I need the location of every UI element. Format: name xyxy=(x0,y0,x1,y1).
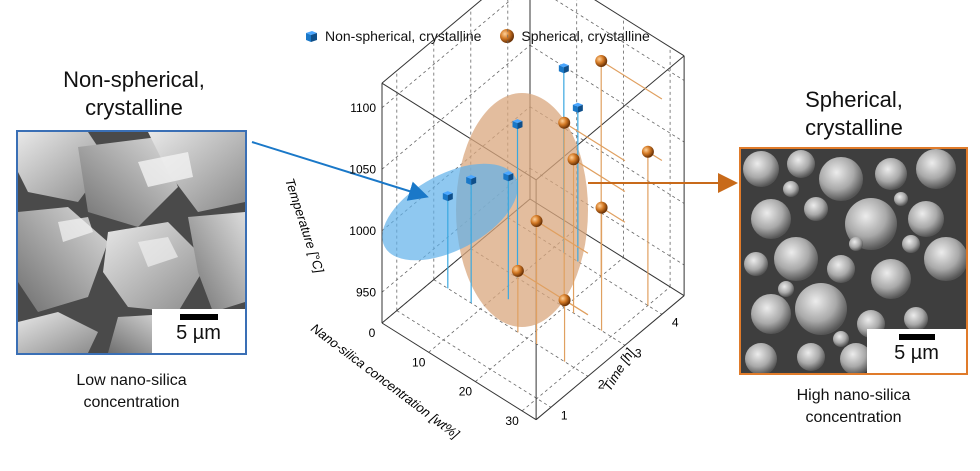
box-edge xyxy=(381,322,537,421)
left-caption-line2: concentration xyxy=(83,394,180,411)
legend-label-spherical: Spherical, crystalline xyxy=(521,28,650,44)
non-spherical-point xyxy=(558,63,569,74)
spherical-point xyxy=(511,264,524,277)
box-edge xyxy=(594,0,685,57)
scale-bar-right: 5 µm xyxy=(867,329,966,373)
spherical-point xyxy=(595,54,608,67)
z-axis-label: Temperature [°C] xyxy=(282,176,327,275)
x-tick-label: 30 xyxy=(505,414,519,428)
spherical-cluster xyxy=(456,93,588,327)
non-spherical-cluster xyxy=(382,163,518,261)
y-tick-label: 1 xyxy=(561,408,568,422)
non-spherical-point xyxy=(512,119,523,130)
scale-bar-label: 5 µm xyxy=(176,322,221,344)
non-spherical-point xyxy=(503,171,514,182)
z-tick-label: 1000 xyxy=(349,224,376,238)
scale-bar-line xyxy=(898,334,935,340)
z-tick-label: 1050 xyxy=(349,162,376,176)
point-projection xyxy=(563,122,626,162)
y-tick-label: 4 xyxy=(672,315,679,329)
chart-marks xyxy=(442,54,654,307)
z-tick-label: 1100 xyxy=(350,101,376,115)
sem-texture-left xyxy=(18,132,245,353)
scale-bar-left: 5 µm xyxy=(152,309,245,353)
grid-line xyxy=(381,44,531,170)
grid-line xyxy=(555,0,685,81)
box-edge xyxy=(535,295,685,421)
y-tick-label: 3 xyxy=(635,346,642,360)
scale-bar-label: 5 µm xyxy=(894,342,939,364)
left-caption: Low nano-silica concentration xyxy=(16,370,247,414)
right-title-line2: crystalline xyxy=(805,115,903,140)
right-title-line1: Spherical, xyxy=(805,87,903,112)
right-caption-line1: High nano-silica xyxy=(796,387,911,404)
grid-line xyxy=(475,257,624,382)
right-caption-line2: concentration xyxy=(805,409,902,426)
scale-bar-line xyxy=(179,314,218,320)
x-axis-label: Nano-silica concentration [wt%] xyxy=(308,320,462,441)
spherical-point xyxy=(558,116,571,129)
grid-line xyxy=(529,44,685,143)
cube-icon xyxy=(306,31,317,42)
left-caption-line1: Low nano-silica xyxy=(76,372,187,389)
sem-image-left: 5 µm xyxy=(16,130,247,355)
x-tick-label: 0 xyxy=(369,326,376,340)
spherical-point xyxy=(641,145,654,158)
left-title-line1: Non-spherical, xyxy=(63,67,205,92)
point-projection xyxy=(536,220,589,254)
point-projection xyxy=(573,158,626,193)
right-title: Spherical, crystalline xyxy=(740,86,968,142)
grid-line xyxy=(381,0,512,109)
spherical-point xyxy=(595,201,608,214)
non-spherical-point xyxy=(572,102,583,113)
non-spherical-point xyxy=(466,175,477,186)
y-axis-label: Time [h] xyxy=(600,346,638,394)
grid-line xyxy=(433,279,589,377)
sem-image-right: 5 µm xyxy=(739,147,968,375)
box-edge xyxy=(381,0,483,84)
spherical-point xyxy=(558,294,571,307)
right-caption: High nano-silica concentration xyxy=(739,385,968,429)
spherical-point xyxy=(530,215,543,228)
left-title-line2: crystalline xyxy=(85,95,183,120)
z-tick-label: 950 xyxy=(356,285,376,299)
point-projection xyxy=(600,60,663,100)
left-title: Non-spherical, crystalline xyxy=(20,66,248,122)
arrow-to-left-image xyxy=(251,141,429,201)
grid-line xyxy=(396,310,552,408)
spherical-point xyxy=(567,153,580,166)
x-tick-label: 20 xyxy=(459,385,473,399)
grid-line xyxy=(521,286,671,412)
x-tick-label: 10 xyxy=(412,355,426,369)
chart-stems xyxy=(447,60,663,362)
chart-ticks: 950 1000 1050 1100 0 10 20 30 1 2 3 4 xyxy=(349,101,679,428)
y-tick-label: 2 xyxy=(598,377,605,391)
non-spherical-point xyxy=(442,191,453,202)
